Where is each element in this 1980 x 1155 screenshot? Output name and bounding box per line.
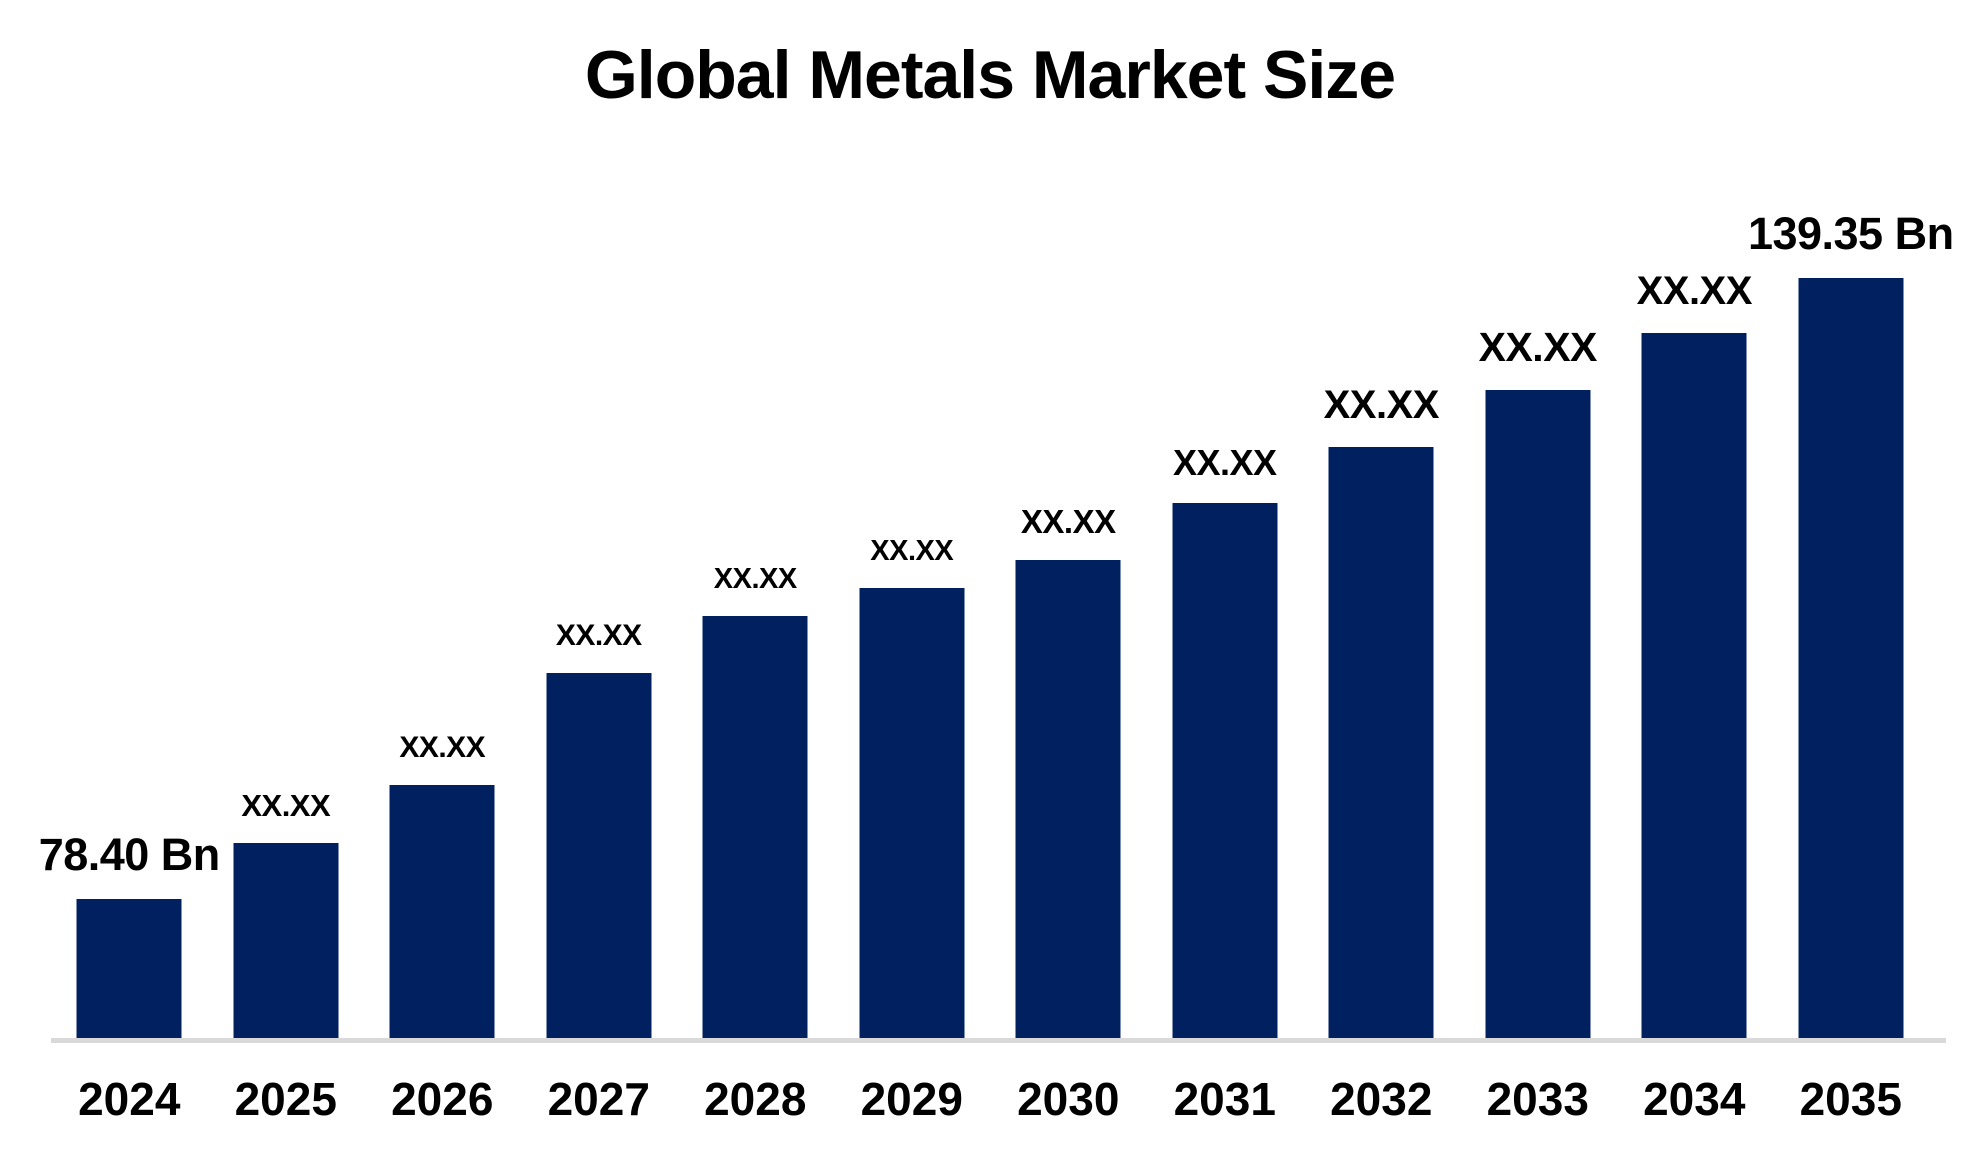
year-label-2034: 2034 bbox=[1643, 1073, 1746, 1125]
year-label-2031: 2031 bbox=[1173, 1073, 1276, 1125]
plot-area: 78.40 Bn XX.XX XX.XX XX.XX XX.XX XX.XX X… bbox=[39, 0, 1954, 1038]
bar-value-label-2033: XX.XX bbox=[1478, 324, 1598, 370]
bar-slot-2033: XX.XX bbox=[1460, 0, 1617, 1038]
bar-2033 bbox=[1485, 390, 1591, 1038]
bar-value-label-2029: XX.XX bbox=[870, 535, 954, 567]
bar-value-label-2030: XX.XX bbox=[1020, 503, 1116, 540]
bar-2025 bbox=[233, 843, 339, 1038]
bar-value-label-2028: XX.XX bbox=[713, 563, 797, 595]
year-label-2035: 2035 bbox=[1799, 1073, 1902, 1125]
bar-2029 bbox=[859, 588, 965, 1038]
bar-value-label-2032: XX.XX bbox=[1323, 383, 1440, 427]
year-label-2029: 2029 bbox=[860, 1073, 963, 1125]
bar-2026 bbox=[389, 785, 495, 1038]
chart-title: Global Metals Market Size bbox=[584, 37, 1396, 113]
bar-slot-2028: XX.XX bbox=[677, 0, 834, 1038]
bar-2034 bbox=[1641, 333, 1747, 1038]
bar-2035 bbox=[1798, 278, 1904, 1038]
bar-value-label-2035: 139.35 Bn bbox=[1747, 208, 1954, 259]
bar-2030 bbox=[1015, 560, 1121, 1038]
bar-value-label-2027: XX.XX bbox=[555, 619, 642, 652]
bar-2032 bbox=[1328, 447, 1434, 1038]
bar-value-label-2031: XX.XX bbox=[1172, 442, 1277, 483]
year-label-2025: 2025 bbox=[234, 1073, 337, 1125]
bar-2028 bbox=[702, 616, 808, 1038]
bar-slot-2035: 139.35 Bn bbox=[1748, 0, 1954, 1038]
bar-value-label-2034: XX.XX bbox=[1636, 269, 1753, 313]
bar-2031 bbox=[1172, 503, 1278, 1038]
year-label-2030: 2030 bbox=[1017, 1073, 1120, 1125]
x-axis-labels: 2024 2025 2026 2027 2028 2029 2030 2031 2032 2033… bbox=[51, 1072, 1929, 1127]
bar-value-label-2025: XX.XX bbox=[241, 788, 331, 823]
bar-slot-2031: XX.XX bbox=[1147, 0, 1304, 1038]
bar-slot-2032: XX.XX bbox=[1303, 0, 1460, 1038]
year-label-2026: 2026 bbox=[391, 1073, 494, 1125]
bar-2027 bbox=[546, 673, 652, 1038]
year-label-2028: 2028 bbox=[704, 1073, 807, 1125]
year-label-2027: 2027 bbox=[547, 1073, 650, 1125]
bar-slot-2025: XX.XX bbox=[208, 0, 365, 1038]
bar-2024 bbox=[76, 899, 182, 1038]
year-label-2024: 2024 bbox=[78, 1073, 181, 1125]
bar-slot-2029: XX.XX bbox=[834, 0, 991, 1038]
x-axis-line bbox=[51, 1038, 1946, 1043]
bar-slot-2026: XX.XX bbox=[364, 0, 521, 1038]
bar-slot-2024: 78.40 Bn bbox=[39, 0, 220, 1038]
bar-value-label-2024: 78.40 Bn bbox=[38, 829, 221, 880]
bar-slot-2027: XX.XX bbox=[521, 0, 678, 1038]
year-label-2032: 2032 bbox=[1330, 1073, 1433, 1125]
bar-slot-2034: XX.XX bbox=[1616, 0, 1773, 1038]
bar-value-label-2026: XX.XX bbox=[399, 731, 486, 764]
bar-slot-2030: XX.XX bbox=[990, 0, 1147, 1038]
year-label-2033: 2033 bbox=[1486, 1073, 1589, 1125]
